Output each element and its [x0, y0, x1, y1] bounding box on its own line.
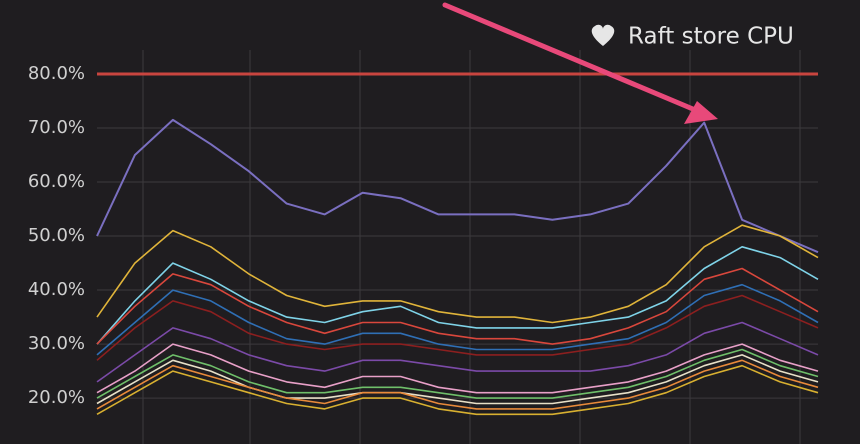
- series-line: [96, 118, 819, 254]
- series-line: [96, 246, 819, 345]
- series-line: [96, 224, 819, 324]
- heart-icon: [591, 24, 615, 46]
- series-line: [96, 343, 819, 394]
- chart-title: Raft store CPU: [628, 24, 794, 50]
- series-line: [96, 283, 819, 356]
- series-line: [96, 267, 819, 345]
- y-tick-label: 50.0%: [28, 225, 85, 246]
- arrow-shaft: [442, 2, 703, 115]
- y-tick-label: 40.0%: [28, 279, 85, 300]
- annotation-arrow: [442, 2, 718, 124]
- y-tick-label: 20.0%: [28, 387, 85, 408]
- arrow-head: [684, 101, 718, 124]
- series-line: [96, 348, 819, 399]
- y-tick-label: 30.0%: [28, 333, 85, 354]
- series-line: [96, 359, 819, 410]
- series-line: [96, 321, 819, 383]
- y-tick-label: 80.0%: [28, 63, 85, 84]
- series-line: [96, 354, 819, 405]
- series-line: [96, 364, 819, 416]
- y-tick-label: 60.0%: [28, 171, 85, 192]
- lines: [96, 72, 819, 416]
- series-line: [96, 294, 819, 361]
- y-tick-label: 70.0%: [28, 117, 85, 138]
- grid: 20.0% 30.0% 40.0% 50.0% 60.0% 70.0% 80.0%: [28, 50, 818, 444]
